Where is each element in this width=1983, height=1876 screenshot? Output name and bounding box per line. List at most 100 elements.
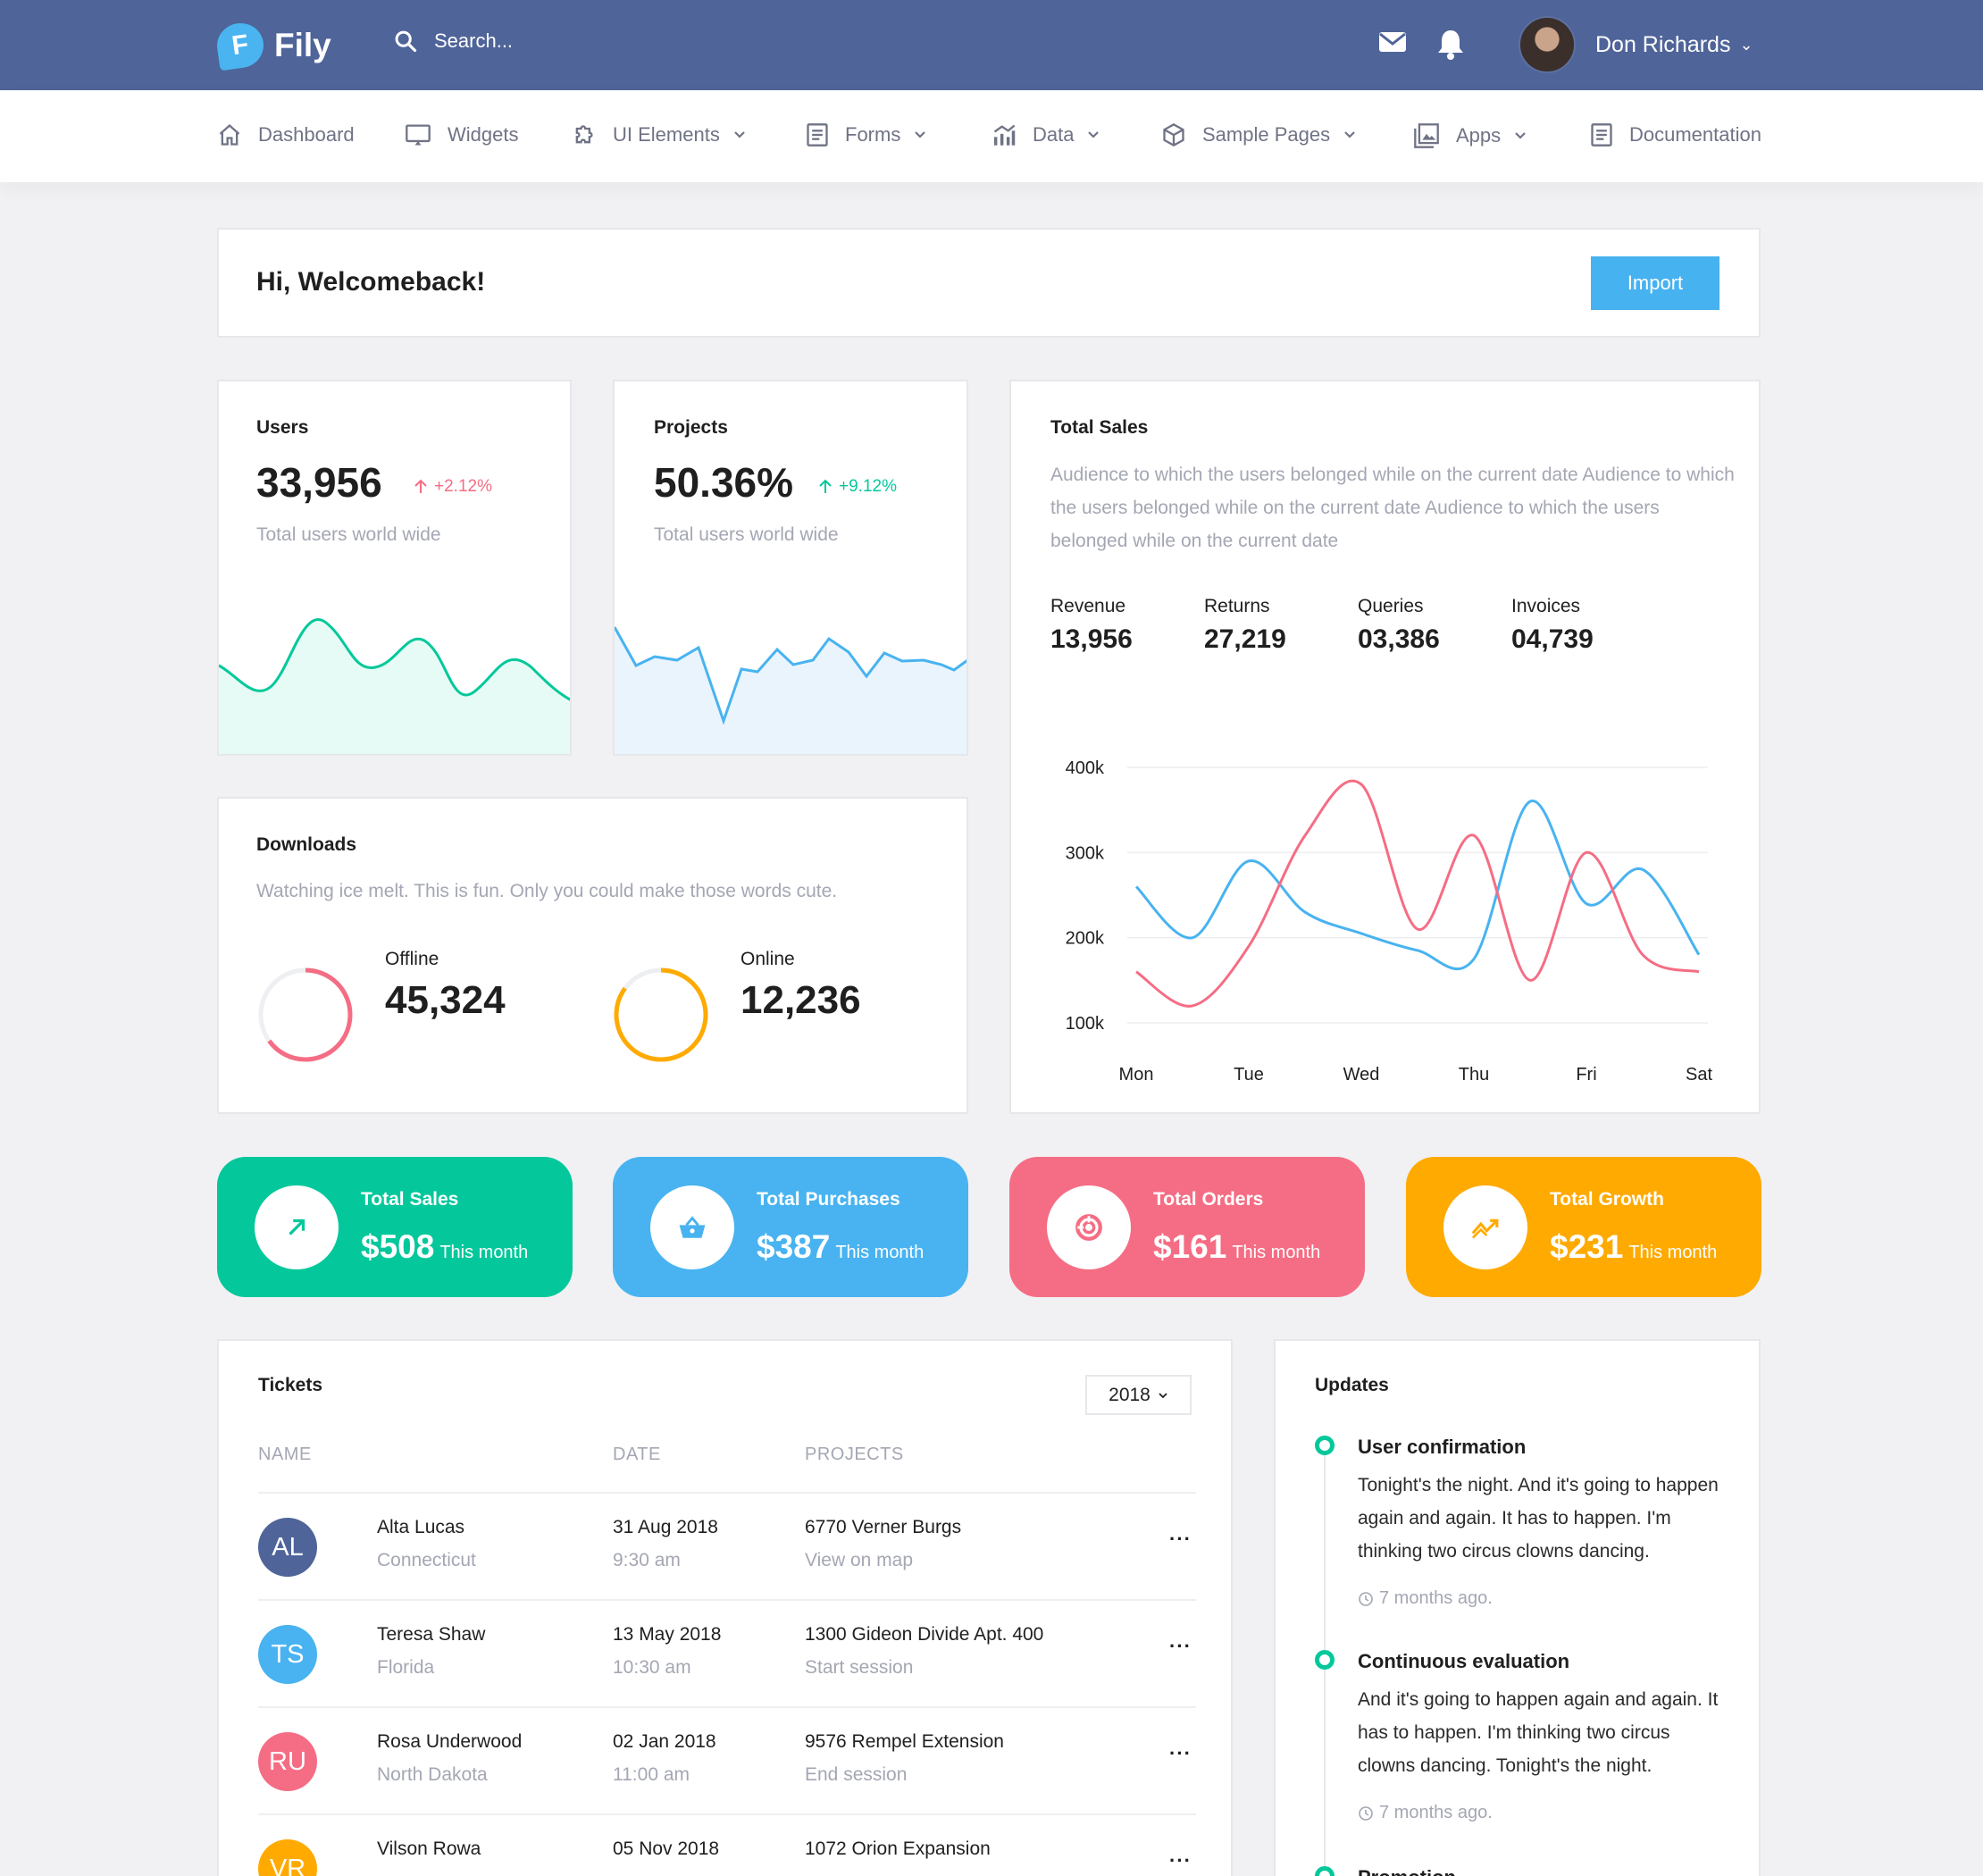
more-options-icon[interactable]: ··· — [1169, 1528, 1192, 1550]
total-orders-tile[interactable]: Total Orders $161 This month — [1009, 1157, 1365, 1297]
tile-icon-circle — [1443, 1185, 1527, 1269]
timeline-line — [1324, 1664, 1326, 1876]
stat-value: 13,956 — [1050, 624, 1133, 654]
document-icon — [1591, 123, 1612, 147]
x-tick-label: Fri — [1576, 1065, 1596, 1085]
mail-icon[interactable] — [1378, 27, 1407, 62]
card-title: Projects — [654, 417, 728, 438]
amount-value: $508 — [361, 1228, 435, 1265]
total-sales-chart: 400k 300k 200k 100k Mon Tue Wed Thu Fri Sat — [1066, 758, 1713, 1085]
nav-item-forms[interactable]: Forms — [806, 122, 927, 147]
update-time-text: 7 months ago. — [1379, 1803, 1493, 1822]
total-growth-tile[interactable]: Total Growth $231 This month — [1406, 1157, 1761, 1297]
online-value: 12,236 — [740, 978, 861, 1022]
x-tick-label: Mon — [1119, 1065, 1154, 1085]
bar-chart-icon — [993, 124, 1016, 146]
row-state: North Dakota — [377, 1764, 488, 1785]
amount-period: This month — [1232, 1243, 1321, 1262]
avatar: VR — [258, 1839, 317, 1876]
chevron-down-icon — [1515, 132, 1526, 139]
more-options-icon[interactable]: ··· — [1169, 1635, 1192, 1657]
y-tick-label: 100k — [1066, 1014, 1105, 1034]
update-time-text: 7 months ago. — [1379, 1588, 1493, 1608]
amount-value: $161 — [1153, 1228, 1227, 1265]
total-sales-tile[interactable]: Total Sales $508 This month — [217, 1157, 573, 1297]
nav-item-data[interactable]: Data — [992, 122, 1100, 147]
stat-value: 03,386 — [1358, 624, 1440, 654]
online-ring-progress — [614, 967, 708, 1062]
import-button[interactable]: Import — [1591, 256, 1719, 310]
nav-item-widgets[interactable]: Widgets — [405, 122, 518, 147]
clock-icon — [1359, 1591, 1373, 1606]
logo-letter: F — [230, 29, 251, 62]
row-project: 6770 Verner Burgs — [805, 1517, 962, 1537]
stat-value: 27,219 — [1204, 624, 1286, 654]
app-name: Fily — [274, 27, 331, 63]
monitor-icon — [406, 124, 431, 146]
column-header-name[interactable]: NAME — [258, 1445, 312, 1464]
update-time: 7 months ago. — [1358, 1803, 1493, 1823]
search-input[interactable]: Search... — [434, 29, 514, 52]
table-row[interactable]: VR Vilson Rowa 05 Nov 2018 1072 Orion Ex… — [258, 1813, 1196, 1876]
app-logo[interactable]: F Fily — [213, 20, 331, 71]
user-menu[interactable]: Don Richards ⌄ — [1519, 16, 1753, 73]
nav-label: Forms — [845, 123, 901, 146]
avatar: TS — [258, 1625, 317, 1684]
update-title: User confirmation — [1358, 1436, 1527, 1458]
welcome-card: Hi, Welcomeback! Import — [217, 228, 1761, 338]
nav-item-ui-elements[interactable]: UI Elements — [572, 122, 747, 147]
nav-label: Sample Pages — [1202, 123, 1331, 146]
nav-label: Widgets — [448, 123, 519, 146]
row-project: 1300 Gideon Divide Apt. 400 — [805, 1624, 1044, 1645]
table-row[interactable]: TS Teresa Shaw Florida 13 May 2018 10:30… — [258, 1599, 1196, 1706]
row-state: Florida — [377, 1657, 435, 1678]
chevron-down-icon — [1344, 131, 1355, 138]
logo-mark: F — [213, 20, 267, 71]
tile-amount: $508 This month — [361, 1228, 528, 1266]
nav-item-apps[interactable]: Apps — [1413, 122, 1527, 149]
amount-value: $231 — [1550, 1228, 1624, 1265]
row-action-link[interactable]: Start session — [805, 1657, 914, 1678]
users-delta: +2.12% — [413, 477, 492, 497]
nav-label: Apps — [1456, 124, 1502, 147]
tile-amount: $387 This month — [757, 1228, 924, 1266]
clock-icon — [1359, 1805, 1373, 1821]
card-title: Tickets — [258, 1375, 322, 1395]
card-title: Updates — [1315, 1375, 1389, 1395]
bell-icon[interactable] — [1436, 27, 1465, 65]
timeline-line — [1324, 1448, 1326, 1662]
more-options-icon[interactable]: ··· — [1169, 1742, 1192, 1764]
y-tick-label: 400k — [1066, 758, 1105, 778]
search-box[interactable]: Search... — [393, 29, 513, 54]
nav-item-documentation[interactable]: Documentation — [1590, 122, 1761, 147]
update-body: Tonight's the night. And it's going to h… — [1358, 1475, 1719, 1562]
table-row[interactable]: AL Alta Lucas Connecticut 31 Aug 2018 9:… — [258, 1492, 1196, 1599]
row-project: 1072 Orion Expansion — [805, 1838, 991, 1859]
home-icon — [219, 123, 240, 146]
tile-title: Total Orders — [1153, 1189, 1264, 1210]
total-purchases-tile[interactable]: Total Purchases $387 This month — [613, 1157, 968, 1297]
nav-label: Data — [1033, 123, 1075, 146]
column-header-date[interactable]: DATE — [613, 1445, 661, 1464]
amount-period: This month — [439, 1243, 529, 1262]
more-options-icon[interactable]: ··· — [1169, 1849, 1192, 1872]
table-row[interactable]: RU Rosa Underwood North Dakota 02 Jan 20… — [258, 1706, 1196, 1813]
cube-icon — [1163, 122, 1184, 147]
row-project: 9576 Rempel Extension — [805, 1731, 1004, 1752]
users-sparkline — [219, 618, 570, 754]
nav-item-sample-pages[interactable]: Sample Pages — [1161, 122, 1357, 147]
tile-title: Total Purchases — [757, 1189, 900, 1210]
row-action-link[interactable]: End session — [805, 1764, 908, 1785]
column-header-projects[interactable]: PROJECTS — [805, 1445, 904, 1464]
nav-label: Dashboard — [258, 123, 355, 146]
update-body: And it's going to happen again and again… — [1358, 1689, 1719, 1776]
card-title: Total Sales — [1050, 417, 1149, 438]
x-tick-label: Sat — [1686, 1065, 1712, 1085]
nav-item-dashboard[interactable]: Dashboard — [217, 122, 355, 147]
stat-label: Returns — [1204, 596, 1270, 616]
row-action-link[interactable]: View on map — [805, 1550, 914, 1570]
downloads-card: Downloads Watching ice melt. This is fun… — [217, 797, 968, 1114]
card-title: Users — [256, 417, 309, 438]
year-select[interactable]: 2018 — [1085, 1375, 1192, 1415]
stat-value: 04,739 — [1511, 624, 1594, 654]
